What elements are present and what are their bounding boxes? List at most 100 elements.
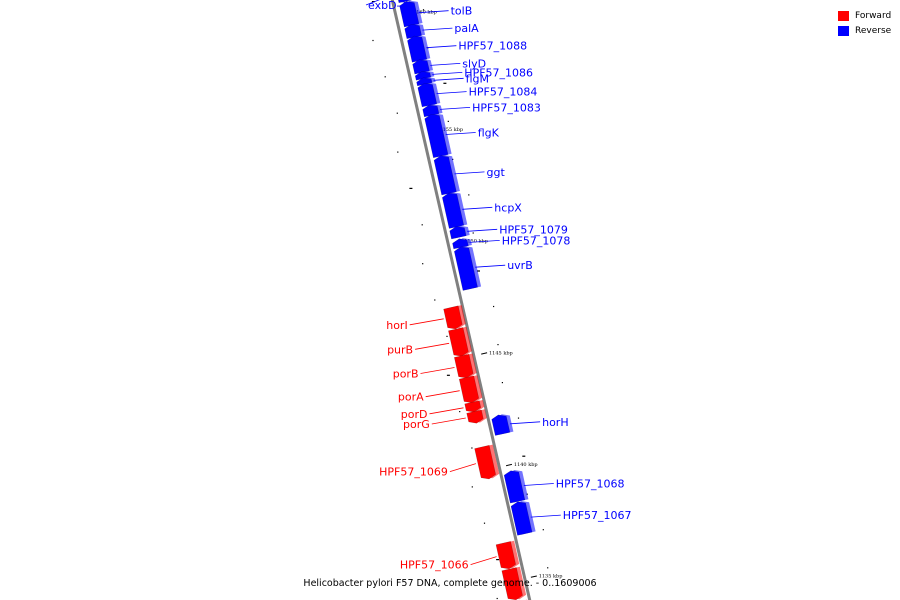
gene-label: HPF57_1068	[556, 478, 625, 491]
gene-leader-line	[530, 514, 561, 518]
gene-leader-line	[440, 107, 471, 110]
gene-label: HPF57_1088	[458, 40, 527, 53]
gene-label: HPF57_1067	[563, 509, 632, 522]
gene-leader-line	[436, 91, 467, 94]
genome-backbone	[390, 0, 532, 600]
scale-dot	[547, 567, 549, 569]
gene-purB: purB	[387, 326, 472, 357]
legend-item-reverse: Reverse	[838, 23, 891, 38]
gene-slyD: slyD	[412, 57, 486, 75]
gene-porB: porB	[393, 353, 477, 381]
gene-leader-line	[430, 63, 461, 66]
scale-dot	[497, 344, 499, 346]
gene-label: horI	[386, 319, 407, 332]
scale-dot	[422, 263, 424, 265]
gene-tolB: tolB	[399, 0, 473, 28]
gene-leader-line	[469, 240, 500, 243]
gene-HPF57_1067: HPF57_1067	[510, 501, 632, 536]
gene-leader-line	[418, 10, 449, 14]
gene-leader-line	[462, 206, 493, 210]
gene-HPF57_1078: HPF57_1078	[452, 234, 570, 250]
gene-leader-line	[454, 171, 485, 175]
gene-leader-line	[433, 77, 464, 81]
scale-dot	[447, 120, 449, 122]
gene-label: porB	[393, 368, 419, 381]
gene-arrow	[449, 226, 467, 240]
gene-horH: horH	[491, 414, 569, 436]
gene-label: tolB	[451, 5, 473, 18]
gene-arrow	[442, 192, 465, 229]
gene-flgK: flgK	[424, 113, 500, 159]
scale-dot	[372, 39, 374, 42]
gene-leader-line	[470, 556, 497, 565]
gene-arrow	[466, 409, 484, 424]
scale-dot	[468, 194, 470, 196]
gene-porG: porG	[403, 409, 487, 431]
scale-dot	[396, 112, 398, 114]
gene-arrow	[503, 470, 526, 504]
scale-dot	[443, 82, 447, 84]
gene-leader-line	[431, 417, 466, 425]
legend-label-forward: Forward	[855, 10, 892, 21]
scale-dot	[471, 486, 473, 488]
gene-arrow	[443, 305, 463, 330]
gene-label: ggt	[487, 166, 506, 179]
strand-legend: Forward Reverse	[838, 8, 891, 38]
gene-arrow	[458, 375, 480, 404]
gene-label: hcpX	[494, 201, 522, 214]
gene-label: HPF57_1069	[379, 466, 448, 479]
gene-label: porD	[401, 408, 428, 421]
gene-arrow	[501, 567, 523, 600]
scale-dot	[459, 411, 461, 413]
scale-tick	[481, 352, 488, 355]
gene-arrow	[433, 155, 457, 196]
scale-tick-label: 1155 kbp	[439, 127, 463, 133]
gene-arrow	[417, 82, 438, 108]
scale-tick-label: 1145 kbp	[489, 350, 513, 356]
gene-arrow	[448, 327, 469, 357]
gene-leader-line	[432, 72, 463, 75]
gene-uvrB: uvrB	[454, 246, 533, 291]
gene-palA: palA	[404, 22, 479, 39]
gene-label: uvrB	[507, 259, 533, 272]
scale-tick-label: 1140 kbp	[514, 462, 538, 468]
gene-label: exbD-1	[368, 0, 408, 12]
gene-hcpX: hcpX	[442, 192, 522, 229]
gene-leader-line	[365, 0, 380, 6]
gene-horI: horI	[386, 305, 466, 332]
gene-leader-line	[523, 483, 554, 486]
gene-HPF57_1079: HPF57_1079	[449, 223, 568, 240]
gene-leader-line	[449, 463, 477, 472]
gene-porA: porA	[398, 375, 483, 404]
gene-arrow	[454, 246, 478, 291]
gene-arrow	[510, 501, 533, 536]
gene-label: porA	[398, 391, 424, 404]
gene-arrow	[474, 445, 496, 480]
gene-leader-line	[426, 45, 457, 49]
scale-dot	[472, 232, 474, 234]
scale-dot	[384, 76, 386, 78]
scale-dot	[496, 597, 498, 600]
gene-HPF57_1086: HPF57_1086	[414, 66, 533, 81]
gene-leader-line	[420, 367, 455, 374]
gene-leader-line	[475, 264, 506, 268]
gene-HPF57_1069: HPF57_1069	[379, 444, 500, 480]
gene-arrow	[491, 414, 511, 436]
gene-label: palA	[454, 22, 479, 35]
scale-dot	[409, 187, 413, 189]
gene-HPF57_1066: HPF57_1066	[400, 540, 520, 572]
gene-arrow	[464, 400, 482, 413]
gene-leader-line	[415, 342, 450, 350]
legend-item-forward: Forward	[838, 8, 891, 23]
gene-leader-line	[510, 421, 541, 425]
gene-label: flgK	[478, 127, 500, 140]
reverse-swatch	[838, 25, 849, 36]
scale-tick-label: 1135 kbp	[539, 574, 563, 580]
gene-leader-line	[425, 390, 460, 398]
gene-label: slyD	[462, 57, 486, 70]
gene-unnamed	[501, 566, 527, 600]
scale-dot	[483, 522, 486, 524]
gene-porD: porD	[401, 400, 485, 421]
gene-ggt: ggt	[433, 155, 506, 196]
